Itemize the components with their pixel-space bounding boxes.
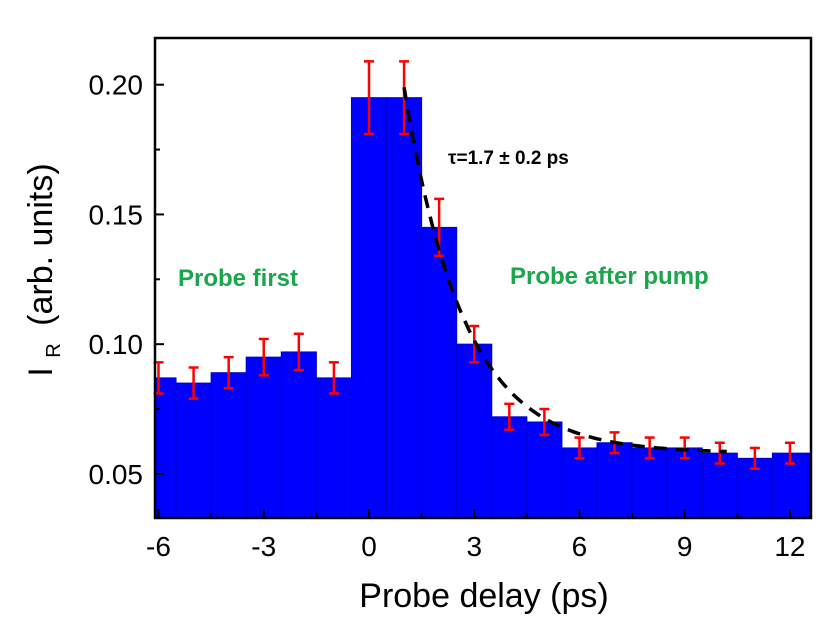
y-tick-label-0: 0.05 <box>89 459 144 490</box>
x-tick-label-2: 0 <box>361 531 377 562</box>
bar-2 <box>210 372 247 518</box>
bar-8 <box>421 226 458 518</box>
bar-0 <box>155 377 177 518</box>
bar-3 <box>245 356 282 518</box>
y-tick-label-1: 0.10 <box>89 329 144 360</box>
bar-5 <box>315 377 352 518</box>
plot-frame <box>153 36 813 520</box>
y-axis-title-main: I <box>22 367 60 376</box>
errorbar-3 <box>258 337 269 377</box>
bar-1 <box>175 382 212 518</box>
bar-10 <box>491 416 528 518</box>
errorbar-9 <box>469 324 480 364</box>
errorbar-2 <box>223 355 234 390</box>
bar-13 <box>596 442 633 518</box>
x-axis-title: Probe delay (ps) <box>359 577 608 615</box>
y-tick-label-3: 0.20 <box>89 70 144 101</box>
x-tick-label-5: 9 <box>677 531 693 562</box>
errorbar-11 <box>539 407 550 437</box>
y-axis-title-subscript: R <box>43 343 65 357</box>
y-axis-title-rest: (arb. units) <box>22 163 60 326</box>
errorbar-5 <box>328 361 339 395</box>
errorbar-16 <box>714 441 725 465</box>
errorbar-1 <box>188 366 199 400</box>
x-tick-label-1: -3 <box>251 531 276 562</box>
probe-first-annotation: Probe first <box>178 265 298 292</box>
y-tick-label-2: 0.15 <box>89 199 144 230</box>
errorbar-12 <box>574 436 585 460</box>
errorbar-4 <box>293 332 304 372</box>
svg-text:I R (arb. units): I R (arb. units) <box>22 163 68 376</box>
bar-11 <box>526 421 563 518</box>
errorbar-17 <box>749 446 760 470</box>
x-tick-label-3: 3 <box>466 531 482 562</box>
errorbar-10 <box>504 402 515 432</box>
probe-after-pump-annotation: Probe after pump <box>510 263 709 290</box>
decay-time-annotation: τ=1.7 ± 0.2 ps <box>448 148 569 169</box>
bar-19 <box>806 452 811 518</box>
errorbar-15 <box>679 436 690 460</box>
bar-6 <box>350 97 388 518</box>
errorbar-14 <box>644 436 655 460</box>
bars-layer <box>155 97 811 518</box>
bar-9 <box>456 343 493 518</box>
y-axis-title: I R (arb. units) <box>22 163 68 376</box>
errorbar-18 <box>784 441 795 465</box>
x-tick-label-4: 6 <box>572 531 588 562</box>
bar-4 <box>280 351 317 518</box>
bar-14 <box>631 447 668 518</box>
errorbar-6 <box>363 60 374 136</box>
x-tick-label-6: 12 <box>774 531 805 562</box>
exponential-fit-curve <box>402 87 727 454</box>
ticks-layer: -6 -3 0 3 6 9 12 0.05 0.10 0.15 0.20 <box>89 70 806 562</box>
errorbar-layer <box>153 60 795 470</box>
x-tick-label-0: -6 <box>146 531 171 562</box>
